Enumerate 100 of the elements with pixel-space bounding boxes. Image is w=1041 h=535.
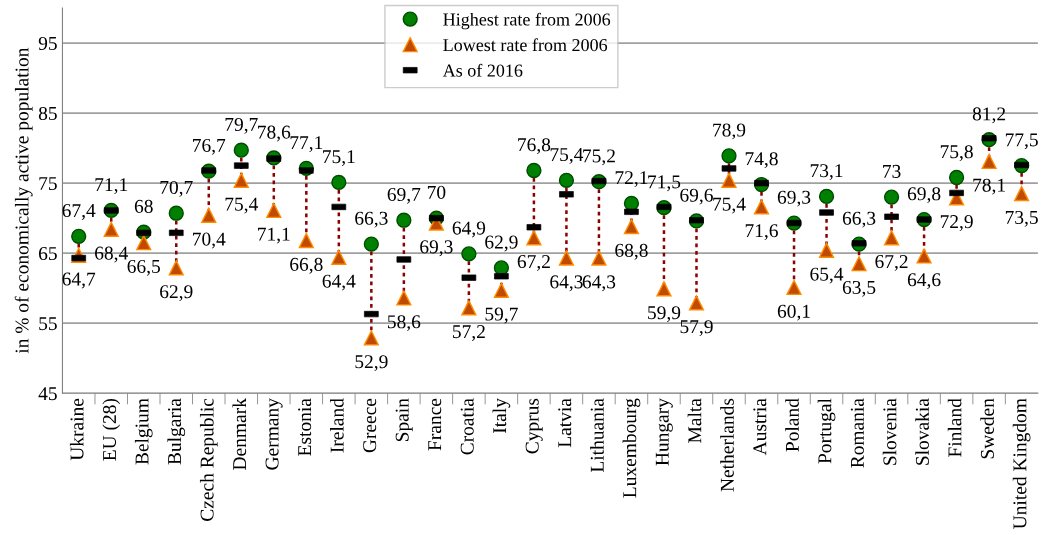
- data-label: 64,6: [907, 273, 941, 290]
- data-label: 71,1: [258, 227, 290, 244]
- data-label: 75,4: [550, 148, 584, 164]
- data-label: 64,4: [322, 274, 356, 291]
- data-label: 59,7: [485, 307, 518, 324]
- data-label: 69,7: [387, 187, 421, 204]
- x-tick-label: Italy: [492, 398, 511, 434]
- x-tick-label: Luxembourg: [622, 398, 641, 498]
- x-tick-label: Ukraine: [69, 398, 84, 461]
- data-label: 79,7: [225, 117, 258, 134]
- data-label: 71,5: [648, 175, 681, 192]
- data-label: 71,6: [745, 224, 778, 241]
- data-label: 78,9: [713, 123, 746, 140]
- data-label: 71,1: [95, 178, 128, 194]
- x-tick-label: Portugal: [817, 398, 836, 464]
- data-label: 73,5: [1005, 210, 1038, 227]
- data-label: 64,7: [62, 272, 96, 289]
- data-label: 78,6: [258, 125, 291, 142]
- x-tick-label: Poland: [785, 398, 799, 452]
- data-label: 75,8: [940, 145, 973, 162]
- data-label: 69,6: [680, 188, 713, 205]
- data-label: 70,7: [160, 180, 193, 197]
- data-label: 67,2: [875, 255, 908, 271]
- data-label: 70: [427, 185, 446, 199]
- data-label: 69,3: [420, 240, 453, 257]
- x-tick-label: Cyprus: [525, 398, 543, 454]
- data-label: 65,4: [810, 267, 844, 284]
- x-tick-label: Finland: [947, 398, 962, 457]
- data-label: 67,4: [62, 204, 96, 220]
- x-tick-label: Greece: [363, 398, 377, 453]
- legend-label: As of 2016: [442, 63, 523, 77]
- x-tick-label: Romania: [850, 398, 864, 468]
- x-tick-label: Ireland: [330, 398, 344, 453]
- x-tick-label: Netherlands: [720, 398, 734, 492]
- data-label: 63,5: [842, 280, 876, 297]
- data-label: 67,2: [517, 255, 550, 271]
- data-label: 69,8: [907, 187, 941, 204]
- x-tick-label: Bulgaria: [167, 398, 186, 465]
- data-label: 66,5: [127, 259, 160, 276]
- data-label: 72,9: [940, 215, 973, 231]
- data-label: 66,8: [290, 257, 323, 274]
- x-tick-label: France: [428, 398, 442, 451]
- x-tick-label: Slovakia: [915, 398, 929, 465]
- y-tick-label: 65: [38, 247, 57, 261]
- x-tick-label: Spain: [395, 398, 413, 442]
- data-label: 73: [883, 164, 901, 178]
- x-tick-label: Germany: [265, 398, 283, 470]
- x-tick-label: Malta: [687, 398, 702, 443]
- data-label: 64,3: [582, 275, 616, 292]
- data-label: 73,1: [810, 164, 843, 180]
- data-label: 59,9: [648, 306, 681, 323]
- y-tick-label: 75: [39, 177, 57, 191]
- x-tick-label: United Kingdom: [1012, 398, 1031, 529]
- x-tick-label: Croatia: [460, 398, 474, 455]
- x-tick-label: Sweden: [980, 398, 994, 459]
- y-tick-label: 95: [38, 36, 57, 50]
- legend-label: Highest rate from 2006: [443, 12, 611, 30]
- data-label: 60,1: [777, 304, 810, 321]
- legend-label: Lowest rate from 2006: [443, 38, 608, 52]
- x-tick-label: Austria: [753, 398, 767, 456]
- data-label: 81,2: [972, 107, 1006, 124]
- data-label: 78,1: [973, 178, 1005, 195]
- x-tick-label: EU (28): [102, 398, 121, 461]
- x-tick-label: Denmark: [232, 398, 247, 470]
- data-label: 57,2: [453, 325, 485, 341]
- data-label: 75,4: [225, 197, 258, 214]
- y-axis-title: in % of economically active population: [14, 47, 33, 354]
- data-label: 76,7: [193, 138, 226, 155]
- data-label: 70,4: [193, 232, 226, 249]
- data-label: 69,3: [777, 190, 811, 207]
- data-label: 77,1: [290, 136, 323, 152]
- data-label: 57,9: [680, 320, 713, 337]
- y-tick-label: 45: [38, 387, 57, 401]
- y-tick-label: 85: [38, 106, 57, 121]
- data-label: 76,8: [518, 138, 551, 155]
- data-label: 68: [134, 199, 153, 213]
- x-tick-label: Lithuania: [590, 398, 604, 473]
- data-label: 62,9: [485, 235, 518, 252]
- x-tick-label: Hungary: [655, 398, 673, 466]
- data-label: 77,5: [1005, 133, 1038, 150]
- data-label: 75,4: [713, 197, 746, 214]
- data-label: 64,9: [452, 221, 486, 238]
- data-label: 62,9: [160, 285, 193, 302]
- x-tick-label: Estonia: [298, 398, 312, 456]
- x-tick-label: Czech Republic: [199, 398, 218, 521]
- data-label: 68,4: [95, 246, 128, 263]
- data-label: 75,2: [583, 149, 615, 166]
- data-label: 66,3: [355, 211, 388, 228]
- y-tick-label: 55: [39, 317, 57, 331]
- data-label: 64,3: [550, 275, 583, 292]
- data-label: 68,8: [615, 243, 648, 260]
- data-label: 58,6: [387, 315, 421, 332]
- data-label: 75,1: [323, 150, 355, 166]
- x-tick-label: Slovenia: [882, 398, 897, 465]
- data-label: 52,9: [355, 355, 388, 372]
- data-label: 74,8: [745, 152, 778, 169]
- data-label: 66,3: [842, 211, 876, 228]
- x-tick-label: Latvia: [558, 398, 572, 448]
- x-tick-label: Belgium: [134, 398, 153, 465]
- data-label: 72,1: [615, 171, 648, 187]
